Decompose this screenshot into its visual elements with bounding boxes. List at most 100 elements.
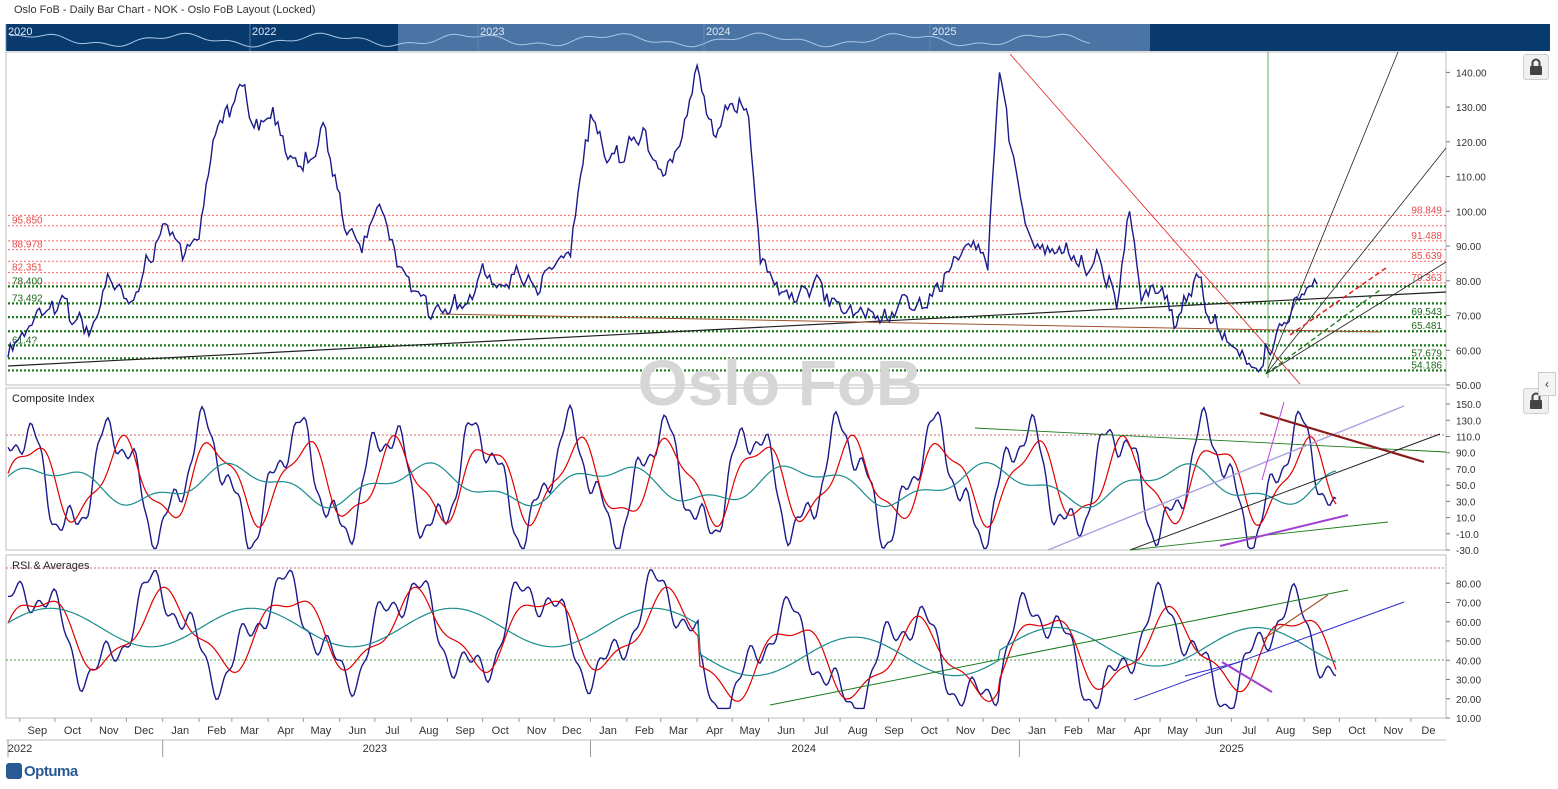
rsi-trendlines: [769, 589, 1405, 706]
resistance-level-label: 85.639: [1411, 251, 1442, 262]
red-dashed-projection: [1289, 267, 1387, 336]
composite-slow-avg: [7, 461, 1337, 509]
composite-axis-tick: 150.0: [1456, 400, 1481, 411]
price-axis-tick: 100.00: [1456, 207, 1487, 218]
month-label: Nov: [956, 725, 976, 737]
month-label: Jul: [1242, 725, 1256, 737]
composite-axis-tick: 130.0: [1456, 416, 1481, 427]
month-label: Jun: [777, 725, 795, 737]
month-label: Jan: [1028, 725, 1046, 737]
rsi-axis-tick: 30.00: [1456, 676, 1481, 687]
navigator-year-label: 2020: [8, 26, 32, 38]
navigator-year-label: 2022: [252, 26, 276, 38]
navigator-year-label: 2023: [480, 26, 504, 38]
composite-axis-tick: 10.0: [1456, 514, 1476, 525]
month-label: Apr: [706, 725, 723, 737]
rsi-axis-tick: 70.00: [1456, 599, 1481, 610]
month-label: Aug: [848, 725, 868, 737]
resistance-level-label: 82.351: [12, 263, 43, 274]
brown-trendline: [439, 313, 1381, 333]
composite-fast-avg: [7, 434, 1337, 528]
composite-axis-tick: 90.0: [1456, 449, 1476, 460]
year-label: 2025: [1219, 743, 1243, 755]
support-level-label: 69.543: [1411, 307, 1442, 318]
month-label: Aug: [419, 725, 439, 737]
price-axis-tick: 80.00: [1456, 277, 1481, 288]
navigator-price-line: [9, 32, 1091, 48]
price-trendlines: [7, 51, 1447, 385]
month-label: Jun: [1205, 725, 1223, 737]
month-label: Sep: [1312, 725, 1332, 737]
panel3-title: RSI & Averages: [12, 560, 90, 572]
rsi-axis-tick: 10.00: [1456, 714, 1481, 725]
month-label: Nov: [99, 725, 119, 737]
month-label: Dec: [991, 725, 1011, 737]
month-label: Sep: [28, 725, 48, 737]
month-label: Mar: [240, 725, 259, 737]
red-downtrend-line: [1009, 53, 1301, 385]
composite-axis-tick: 30.0: [1456, 497, 1476, 508]
month-label: Feb: [635, 725, 654, 737]
price-series: [7, 62, 1318, 373]
support-level-label: 73.492: [12, 293, 43, 304]
month-label: Dec: [562, 725, 582, 737]
support-level-label: 57.679: [1411, 348, 1442, 359]
fan-line-3: [1265, 261, 1447, 375]
chevron-left-icon[interactable]: ‹: [1538, 372, 1556, 396]
month-label: Jan: [599, 725, 617, 737]
navigator-year-label: 2024: [706, 26, 730, 38]
month-label: Apr: [1134, 725, 1151, 737]
price-axis-tick: 70.00: [1456, 312, 1481, 323]
support-level-label: 54.186: [1411, 360, 1442, 371]
year-label: 2023: [363, 743, 387, 755]
month-label: Oct: [64, 725, 81, 737]
price-axis-tick: 140.00: [1456, 68, 1487, 79]
resistance-level-label: 98.849: [1411, 205, 1442, 216]
fan-line-2: [1265, 147, 1447, 375]
long-support-trendline: [7, 291, 1447, 367]
fan-line-1: [1265, 51, 1399, 375]
month-label: De: [1421, 725, 1435, 737]
month-label: Nov: [527, 725, 547, 737]
rsi-axis-tick: 20.00: [1456, 695, 1481, 706]
price-axis-tick: 120.00: [1456, 138, 1487, 149]
price-axis-tick: 130.00: [1456, 103, 1487, 114]
month-label: May: [311, 725, 332, 737]
rsi-axis-tick: 60.00: [1456, 618, 1481, 629]
month-label: Sep: [884, 725, 904, 737]
month-label: Feb: [207, 725, 226, 737]
navigator-year-label: 2025: [932, 26, 956, 38]
month-label: Jan: [171, 725, 189, 737]
month-label: Feb: [1064, 725, 1083, 737]
month-label: Jul: [385, 725, 399, 737]
lock-icon[interactable]: [1523, 54, 1549, 80]
composite-series: [7, 403, 1337, 550]
price-axis-tick: 110.00: [1456, 173, 1486, 184]
price-axis-tick: 90.00: [1456, 242, 1481, 253]
month-label: Oct: [492, 725, 509, 737]
optuma-logo: Optuma: [6, 763, 78, 780]
rsi-axis-tick: 50.00: [1456, 637, 1481, 648]
month-label: Oct: [1348, 725, 1365, 737]
year-label: 2022: [8, 743, 32, 755]
price-axis-tick: 60.00: [1456, 346, 1481, 357]
support-level-label: 78.400: [12, 276, 43, 287]
rsi-axis-tick: 40.00: [1456, 656, 1481, 667]
composite-trendlines: [974, 401, 1447, 551]
composite-axis-tick: 110.0: [1456, 433, 1481, 444]
month-label: Apr: [277, 725, 294, 737]
x-axis: Sep Oct Nov Dec Jan Feb Mar Apr May Jun Jul Aug Sep O…: [6, 717, 1446, 757]
month-label: May: [739, 725, 760, 737]
navigator[interactable]: 2020 2022 2023 2024 2025: [5, 24, 1550, 51]
composite-axis-tick: -30.0: [1456, 546, 1479, 557]
month-label: May: [1167, 725, 1188, 737]
window-title: Oslo FoB - Daily Bar Chart - NOK - Oslo …: [14, 4, 316, 16]
month-label: Mar: [1097, 725, 1116, 737]
rsi-slow-avg: [7, 607, 1337, 677]
month-label: Mar: [669, 725, 688, 737]
resistance-level-label: 91.488: [1411, 231, 1442, 242]
rsi-axis-tick: 80.00: [1456, 579, 1481, 590]
rsi-fast-avg: [7, 586, 1337, 702]
support-level-label: 65.481: [1411, 321, 1442, 332]
